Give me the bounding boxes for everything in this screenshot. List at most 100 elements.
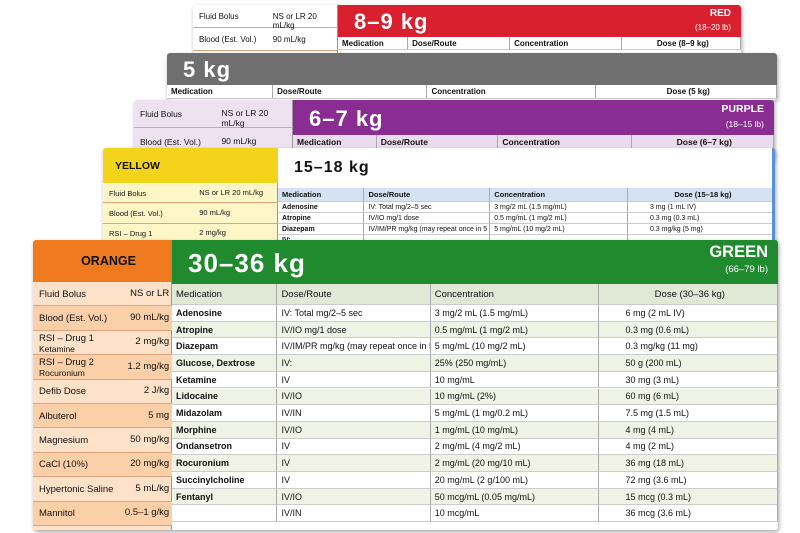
side-name: Blood (Est. Vol.): [109, 208, 163, 218]
side-row: Defib Dose 2 J/kg: [33, 380, 172, 404]
table-cell: 5 mg/mL (10 mg/2 mL): [430, 338, 599, 356]
side-row: CaCl (10%) 20 mg/kg: [33, 452, 172, 478]
side-name: Hypertonic Saline: [39, 483, 114, 495]
side-row: Mannitol 0.5–1 g/kg: [33, 501, 172, 526]
side-dose: 90 mL/kg: [272, 34, 306, 44]
table-cell: 15 mcg (0.3 mL): [598, 488, 778, 506]
side-row: Albuterol 5 mg: [33, 404, 172, 429]
table-cell: 10 mcg/mL: [430, 505, 599, 523]
column-header: Dose (6–7 kg): [631, 135, 774, 149]
table-cell: Adenosine: [172, 305, 278, 322]
table-cell: IV: [277, 438, 431, 456]
column-header: Medication: [172, 284, 278, 305]
column-header: Dose/Route: [364, 188, 491, 202]
table-cell: IV/IO: [277, 488, 431, 506]
side-label: YELLOW: [103, 148, 278, 183]
side-row: Blood (Est. Vol.) 90 mL/kg: [33, 306, 172, 331]
side-name: Mannitol: [39, 508, 75, 520]
weight-header: 5 kg: [167, 53, 777, 85]
side-dose: 2 mg/kg: [135, 336, 170, 348]
table-cell: Ondansetron: [172, 438, 278, 456]
column-header: Dose (8–9 kg): [621, 37, 741, 50]
table-cell: Midazolam: [172, 405, 278, 422]
side-row: RSI – Drug 2 Rocuronium 1.2 mg/kg: [33, 355, 172, 380]
table-cell: 10 mg/mL (2%): [430, 388, 599, 406]
column-header: Medication: [293, 135, 377, 149]
table-cell: 6 mg (2 mL IV): [598, 305, 778, 322]
table-cell: IV/IM/PR mg/kg (may repeat once in 5 min…: [277, 338, 431, 356]
side-dose: 5 mL/kg: [135, 482, 170, 494]
table-cell: Lidocaine: [172, 388, 278, 406]
table-cell: 7.5 mg (1.5 mL): [598, 405, 778, 422]
table-cell: Morphine: [172, 421, 278, 439]
table-cell: IV: Total mg/2–5 sec: [364, 202, 491, 213]
table-cell: 30 mg (3 mL): [598, 371, 778, 389]
table-cell: 0.5 mg/mL (1 mg/2 mL): [430, 321, 599, 339]
column-header: Dose/Route: [408, 37, 511, 50]
weight-header: 30–36 kg GREEN (66–79 lb): [172, 240, 778, 284]
side-drug: Ketamine: [39, 343, 75, 354]
table-cell: Ketamine: [172, 371, 278, 389]
column-header: Medication: [167, 85, 274, 99]
side-name: RSI – Drug 1: [109, 229, 153, 239]
side-row: Blood (Est. Vol.) 90 mL/kg: [103, 203, 278, 224]
table-cell: 2 mg/mL (4 mg/2 mL): [430, 438, 599, 456]
side-row: Fluid Bolus NS or LR: [33, 282, 172, 307]
side-name: Defib Dose: [39, 386, 86, 398]
side-dose: 5 mg: [148, 409, 170, 421]
table-cell: 72 mg (3.6 mL): [598, 472, 778, 489]
table-cell: [172, 505, 278, 523]
column-header: Medication: [338, 37, 409, 50]
side-name: Fluid Bolus: [140, 108, 183, 119]
side-dose: 20 mg/kg: [130, 458, 170, 470]
color-name: RED: [709, 8, 731, 19]
table-cell: Succinylcholine: [172, 472, 278, 489]
column-header: Dose/Route: [273, 85, 428, 99]
table-cell: Atropine: [172, 321, 278, 339]
side-dose: NS or LR 20 mL/kg: [272, 11, 317, 30]
table-cell: 25% (250 mg/mL): [430, 355, 599, 372]
table-cell: IV/IO mg/1 dose: [277, 321, 431, 339]
card: 5 kg Medication Dose/Route Concentration Dos…: [167, 53, 777, 100]
table-cell: 0.5 mg/mL (1 mg/2 mL): [490, 213, 628, 224]
table-cell: Fentanyl: [172, 488, 278, 506]
table-cell: 50 mcg/mL (0.05 mg/mL): [430, 488, 599, 506]
table-cell: Atropine: [278, 213, 365, 224]
column-header: Dose (5 kg): [596, 85, 777, 99]
table-cell: Glucose, Dextrose: [172, 355, 278, 372]
side-row: Fluid Bolus NS or LR 20 mL/kg: [103, 183, 278, 204]
side-dose: 90 mL/kg: [199, 207, 231, 217]
table-cell: 5 mg/mL (1 mg/0.2 mL): [430, 405, 599, 422]
column-header: Dose (30–36 kg): [598, 284, 778, 305]
table-cell: 0.3 mg (0.3 mL): [627, 213, 772, 224]
weight-title: 5 kg: [183, 57, 232, 82]
table-cell: IV/IO mg/1 dose: [364, 213, 491, 224]
side-name: Fluid Bolus: [39, 288, 86, 300]
table-cell: 3 mg/2 mL (1.5 mg/mL): [430, 305, 599, 322]
side-name: CaCl (10%): [39, 459, 89, 471]
side-dose: 50 mg/kg: [130, 433, 170, 445]
table-cell: 0.3 mg (0.6 mL): [598, 321, 778, 339]
column-header: Concentration: [430, 284, 599, 305]
weight-header: 8–9 kg RED (18–20 lb): [338, 5, 741, 37]
table-cell: Diazepam: [278, 224, 365, 235]
side-name: Albuterol: [39, 410, 77, 422]
table-cell: 20 mg/mL (2 g/100 mL): [430, 472, 599, 489]
table-cell: Rocuronium: [172, 455, 278, 472]
weight-title: 8–9 kg: [354, 9, 429, 34]
weight-title: 15–18 kg: [294, 159, 370, 176]
table-cell: IV: Total mg/2–5 sec: [277, 305, 431, 322]
table-cell: 3 mg (1 mL IV): [627, 202, 772, 213]
color-name: PURPLE: [721, 103, 764, 115]
side-row: Blood (Est. Vol.) 90 mL/kg: [193, 28, 338, 51]
side-panel: YELLOW Fluid Bolus NS or LR 20 mL/kg Blood …: [103, 148, 278, 248]
weight-header: 6–7 kg PURPLE (18–15 lb): [293, 100, 774, 135]
side-row: Hypertonic Saline 5 mL/kg: [33, 477, 172, 502]
lb-range: (18–15 lb): [725, 119, 764, 130]
card: YELLOW Fluid Bolus NS or LR 20 mL/kg Blood …: [103, 148, 775, 248]
table-cell: IV/IO: [277, 388, 431, 406]
weight-title: 30–36 kg: [188, 248, 306, 278]
table-cell: IV:: [277, 355, 431, 372]
side-name: Blood (Est. Vol.): [199, 34, 257, 44]
table-cell: 36 mg (18 mL): [598, 455, 778, 472]
